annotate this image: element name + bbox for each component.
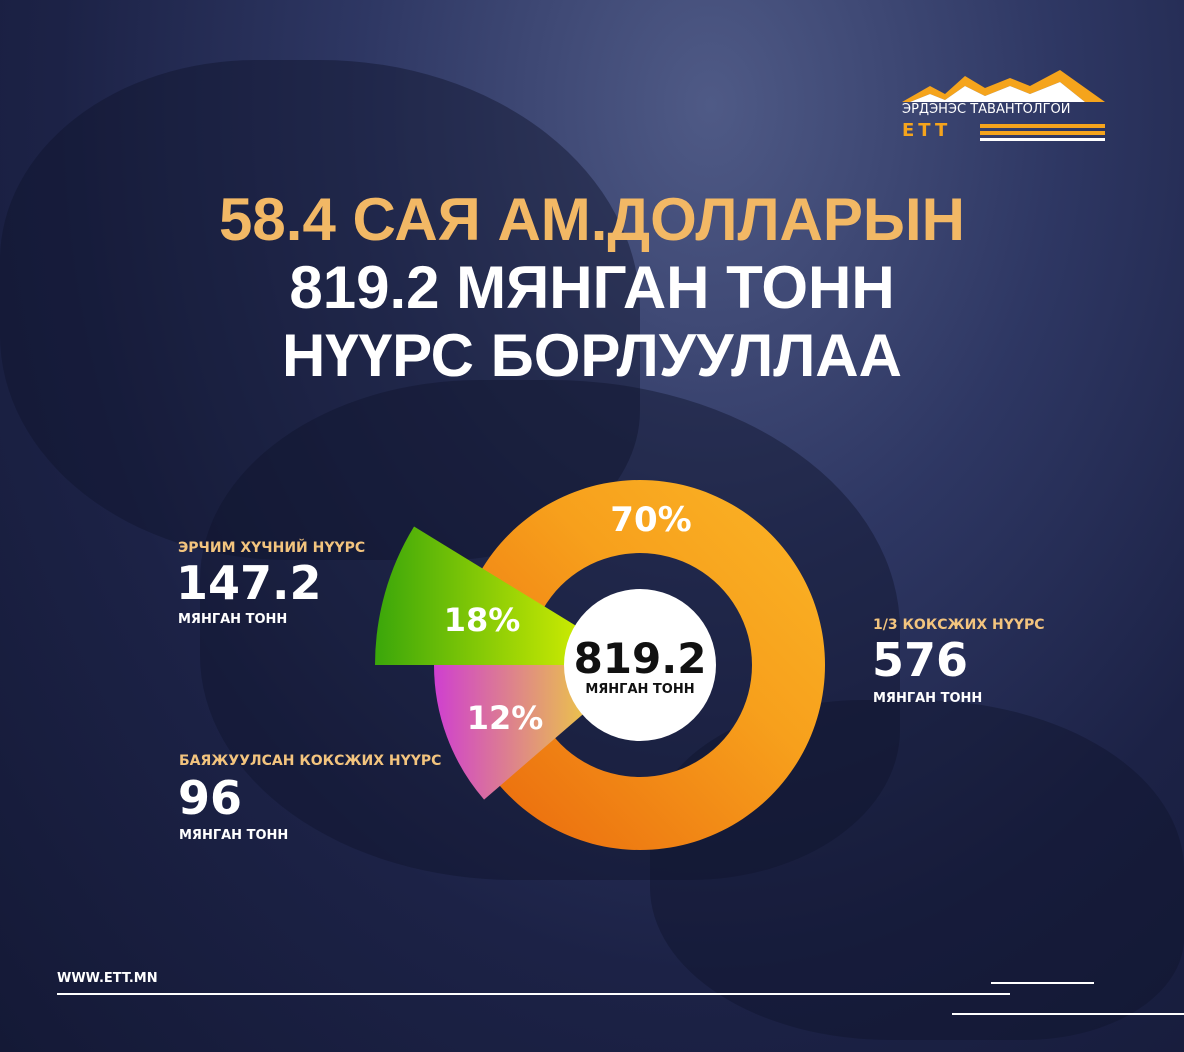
washed-value: 96 [178,771,243,825]
slice-label-energy: 18% [444,601,521,639]
washed-unit: МЯНГАН ТОНН [179,828,289,843]
center-value: 819.2 [574,634,707,683]
logo-mountains-icon [902,70,1105,102]
center-unit: МЯНГАН ТОНН [585,682,694,697]
coking-title: 1/3 КОКСЖИХ НҮҮРС [873,617,1045,633]
energy-value: 147.2 [176,556,322,610]
logo: ЭРДЭНЭС ТАВАНТОЛГОЙ ETT [900,66,1110,146]
logo-text: ЭРДЭНЭС ТАВАНТОЛГОЙ [902,102,1071,117]
footer-divider [952,1013,1184,1015]
logo-stripe [980,124,1105,128]
center-circle [564,589,716,741]
energy-title: ЭРЧИМ ХҮЧНИЙ НҮҮРС [178,540,366,556]
slice-label-washed: 12% [467,699,544,737]
website-link[interactable]: WWW.ETT.MN [57,971,158,986]
energy-unit: МЯНГАН ТОНН [178,612,288,627]
coking-unit: МЯНГАН ТОНН [873,691,983,706]
background-rock [0,60,640,560]
headline-line-2: 819.2 МЯНГАН ТОНН [289,254,895,321]
slice-label-coking: 70% [610,500,691,540]
logo-abbr: ETT [902,120,952,141]
footer-divider [991,982,1094,984]
logo-stripe [980,138,1105,141]
headline-line-3: НҮҮРС БОРЛУУЛЛАА [282,322,902,389]
headline-line-1: 58.4 САЯ АМ.ДОЛЛАРЫН [219,186,965,253]
washed-title: БАЯЖУУЛСАН КОКСЖИХ НҮҮРС [179,753,442,769]
slice-coking [455,480,825,850]
footer-divider [57,993,1010,995]
logo-stripe [980,131,1105,135]
coking-value: 576 [872,633,969,687]
